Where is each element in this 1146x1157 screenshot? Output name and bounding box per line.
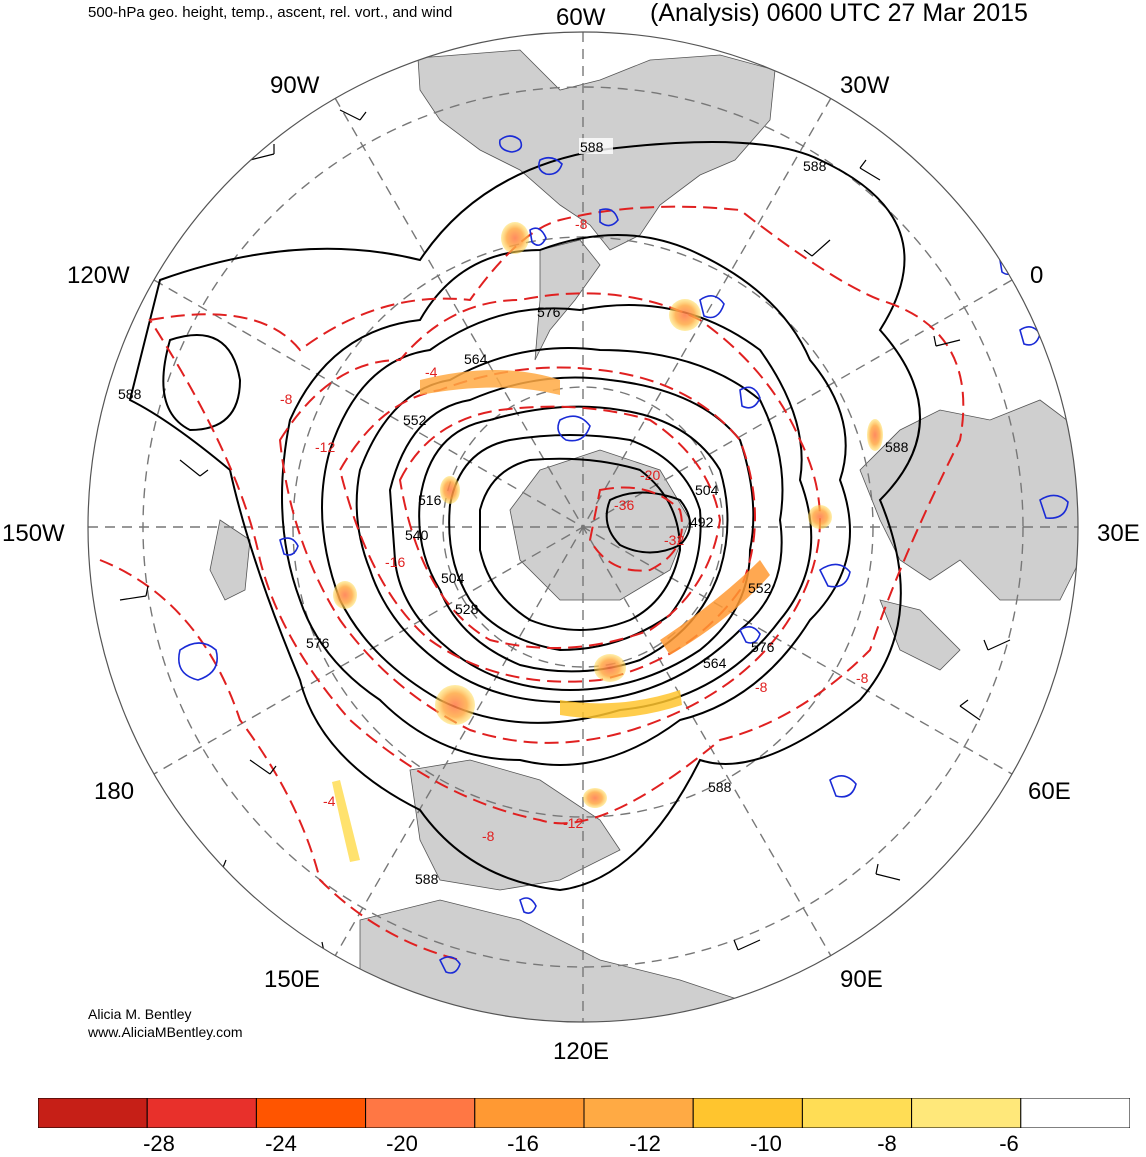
height-labels: 588 588 588 588 588 588 576 576 576 564 … <box>118 138 909 887</box>
lon-label-150e: 150E <box>264 966 321 993</box>
temp-contour-minus12 <box>278 292 821 744</box>
height-label: 504 <box>441 570 465 586</box>
height-label: 516 <box>418 492 442 508</box>
temp-label: -12 <box>563 815 583 831</box>
landmass-asia-north <box>409 759 621 891</box>
author-url: www.AliciaMBentley.com <box>88 1024 243 1040</box>
height-label: 588 <box>708 779 732 795</box>
height-label: 504 <box>695 482 719 498</box>
lon-label-90e: 90E <box>840 966 883 993</box>
lon-label-90w: 90W <box>270 72 320 99</box>
colorbar-label: -6 <box>999 1131 1019 1156</box>
lon-label-30w: 30W <box>840 72 890 99</box>
lon-label-0: 0 <box>1030 262 1044 289</box>
height-label: 564 <box>703 655 727 671</box>
height-label: 588 <box>580 139 604 155</box>
temp-contour-minus4 <box>99 559 461 961</box>
temp-label: -4 <box>425 364 438 380</box>
colorbar-label: -20 <box>386 1131 418 1156</box>
temp-label: -16 <box>385 554 405 570</box>
height-label: 552 <box>748 580 772 596</box>
colorbar-swatch <box>365 1098 476 1128</box>
temp-label: -20 <box>640 467 660 483</box>
temp-contour-minus20 <box>398 405 722 649</box>
colorbar-swatch <box>1020 1098 1130 1128</box>
colorbar-label: -10 <box>750 1131 782 1156</box>
height-label: 588 <box>803 158 827 174</box>
lon-label-60e: 60E <box>1028 778 1071 805</box>
lon-label-120w: 120W <box>67 262 130 289</box>
colorbar-swatch <box>692 1098 803 1128</box>
lon-label-120e: 120E <box>553 1038 610 1065</box>
height-contour-504 <box>479 457 682 631</box>
height-label: 552 <box>403 412 427 428</box>
colorbar-swatch <box>255 1098 367 1128</box>
colorbar-label: -12 <box>629 1131 661 1156</box>
height-contour-516 <box>448 434 702 652</box>
map-boundary <box>87 31 1079 1023</box>
temperature-labels: -8 -8 -8 -8 -12 -12 -16 -20 -32 -36 -4 -… <box>280 216 869 844</box>
height-contour-552 <box>355 347 784 703</box>
land-masses <box>209 49 1078 1022</box>
colorbar-swatch <box>911 1098 1022 1128</box>
map-title-fields: 500-hPa geo. height, temp., ascent, rel.… <box>88 4 453 21</box>
lon-label-30e: 30E <box>1097 520 1140 547</box>
temp-label: -8 <box>575 216 588 232</box>
ascent-colorbar <box>38 1098 1130 1128</box>
landmass-alaska-coast <box>209 519 251 601</box>
height-contour-528 <box>418 405 729 673</box>
colorbar-label: -28 <box>143 1131 175 1156</box>
author-credit: Alicia M. Bentley www.AliciaMBentley.com <box>88 1005 243 1041</box>
graticule <box>88 32 1078 1022</box>
height-contour-588-sw <box>162 334 242 432</box>
height-label: 588 <box>415 871 439 887</box>
colorbar-label: -8 <box>877 1131 897 1156</box>
colorbar-label: -16 <box>507 1131 539 1156</box>
height-label: 588 <box>885 439 909 455</box>
polar-stereographic-map: 588 588 588 588 588 588 576 576 576 564 … <box>87 31 1079 1023</box>
landmass-europe-africa <box>859 399 1078 601</box>
temp-label: -32 <box>664 532 684 548</box>
temp-label: -36 <box>614 497 634 513</box>
height-label: 576 <box>306 635 330 651</box>
height-label: 492 <box>690 514 714 530</box>
map-title-time: (Analysis) 0600 UTC 27 Mar 2015 <box>650 0 1028 27</box>
height-contour-564 <box>321 304 813 724</box>
height-label: 576 <box>751 639 775 655</box>
temp-label: -8 <box>856 670 869 686</box>
temp-label: -12 <box>315 439 335 455</box>
colorbar-swatch <box>146 1098 257 1128</box>
temp-label: -8 <box>482 828 495 844</box>
temp-label: -4 <box>323 793 336 809</box>
height-label: 564 <box>464 351 488 367</box>
height-label: 528 <box>455 601 479 617</box>
colorbar-swatch <box>474 1098 585 1128</box>
lon-label-180: 180 <box>94 778 135 805</box>
temp-contour-minus32 <box>588 486 683 572</box>
height-label: 588 <box>118 386 142 402</box>
height-label: 540 <box>405 527 429 543</box>
temp-contour-minus8 <box>148 205 965 825</box>
colorbar-label: -24 <box>265 1131 297 1156</box>
colorbar-swatch <box>583 1098 694 1128</box>
colorbar-swatch <box>38 1098 148 1128</box>
temp-label: -8 <box>755 679 768 695</box>
lon-label-60w: 60W <box>556 4 606 31</box>
author-name: Alicia M. Bentley <box>88 1006 192 1022</box>
lon-label-150w: 150W <box>2 520 65 547</box>
temp-label: -8 <box>280 391 293 407</box>
height-label: 576 <box>537 304 561 320</box>
colorbar-swatch <box>801 1098 913 1128</box>
ascent-shading <box>332 222 883 862</box>
